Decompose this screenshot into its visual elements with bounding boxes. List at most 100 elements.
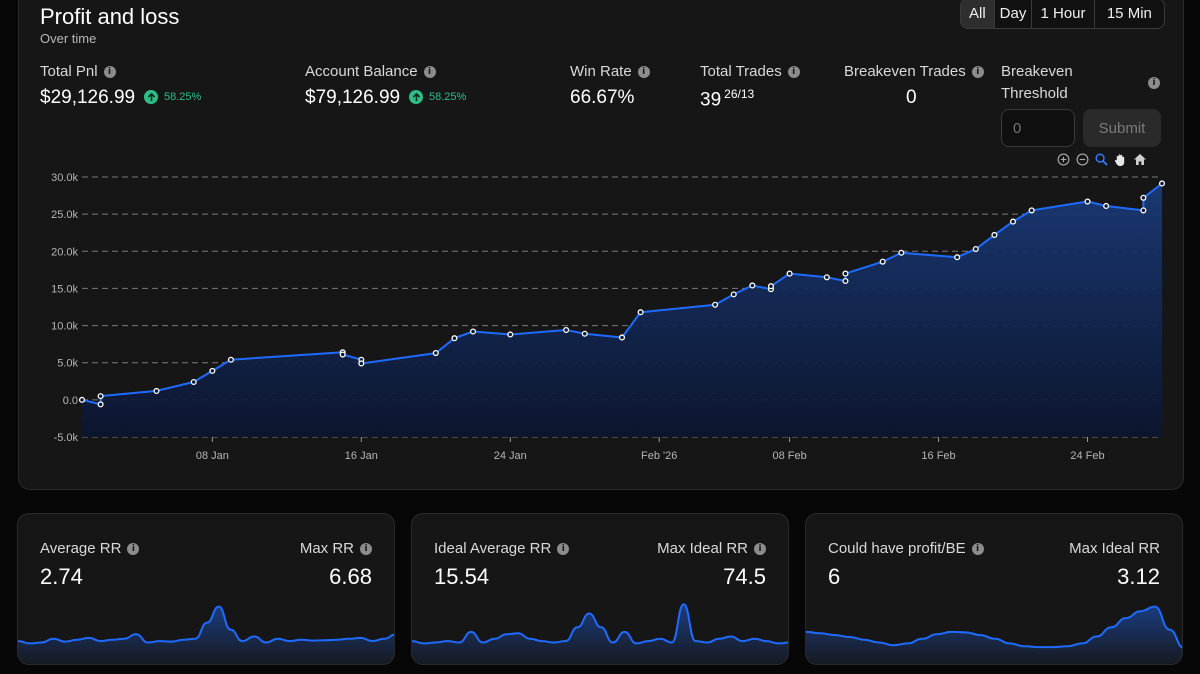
info-icon[interactable]: i <box>637 65 650 78</box>
win-loss-split: 26/13 <box>724 87 755 101</box>
data-point <box>78 396 86 403</box>
data-point <box>749 282 756 289</box>
data-point <box>991 231 998 238</box>
info-icon[interactable]: i <box>103 65 116 78</box>
max-ideal-rr-label: Max Ideal RR <box>657 540 748 557</box>
account-balance-value: $79,126.99 <box>305 87 401 108</box>
data-point <box>209 367 216 374</box>
info-icon[interactable]: i <box>557 542 570 555</box>
breakeven-trades-label: Breakeven Trades i <box>844 63 984 80</box>
x-tick-label: 24 Feb <box>1070 450 1104 462</box>
arrow-up-icon <box>144 90 158 104</box>
account-balance-change-badge: 58.25% <box>409 90 466 104</box>
y-tick-label: 5.0k <box>57 358 78 370</box>
data-point <box>786 270 793 277</box>
tab-1-hour[interactable]: 1 Hour <box>1032 0 1095 28</box>
y-tick-label: -5.0k <box>54 432 79 444</box>
ideal-rr-card: Ideal Average RR i Max Ideal RR i 15.54 74… <box>411 513 789 665</box>
sparkline-line <box>412 603 788 645</box>
data-point <box>432 350 439 357</box>
data-point <box>97 393 104 400</box>
rr-sparkline <box>18 605 394 664</box>
data-point <box>563 326 570 334</box>
info-icon[interactable]: i <box>423 65 436 78</box>
max-ideal-rr-label: Max Ideal RR <box>1069 540 1160 557</box>
win-rate-value: 66.67% <box>570 87 635 108</box>
data-point <box>358 360 365 367</box>
max-rr-value: 6.68 <box>329 564 372 589</box>
info-icon[interactable]: i <box>787 65 800 78</box>
y-tick-label: 25.0k <box>51 209 78 221</box>
info-icon[interactable]: i <box>971 542 984 555</box>
data-point <box>618 334 626 341</box>
could-have-profit-sparkline <box>806 605 1182 664</box>
y-tick-label: 10.0k <box>51 321 78 333</box>
total-trades-value: 39 26/13 <box>700 87 755 111</box>
info-icon[interactable]: i <box>1148 77 1160 89</box>
zoom-out-icon[interactable] <box>1075 152 1090 167</box>
sparkline-fill <box>806 606 1182 664</box>
could-have-profit-value: 6 <box>828 564 841 589</box>
max-rr-label: Max RR <box>299 540 354 557</box>
breakeven-threshold-label: Breakeven Threshold <box>1001 63 1073 102</box>
x-tick-label: 08 Feb <box>772 450 806 462</box>
average-rr-label: Average RR <box>40 540 122 557</box>
ideal-average-rr-value: 15.54 <box>434 564 490 589</box>
total-pnl-change-badge: 58.25% <box>144 90 201 104</box>
x-tick-label: 24 Jan <box>494 450 527 462</box>
info-icon[interactable]: i <box>127 542 140 555</box>
data-point <box>469 328 477 335</box>
data-point <box>767 283 775 290</box>
zoom-select-icon[interactable] <box>1094 152 1109 167</box>
data-point <box>97 401 104 408</box>
info-icon[interactable]: i <box>754 542 766 555</box>
breakeven-threshold-input[interactable] <box>1001 109 1075 147</box>
data-point <box>451 335 458 342</box>
sparkline-line <box>18 605 394 645</box>
data-point <box>1140 194 1147 201</box>
total-pnl-value: $29,126.99 <box>40 87 136 108</box>
zoom-in-icon[interactable] <box>1056 152 1071 167</box>
y-tick-label: 30.0k <box>51 172 78 184</box>
x-tick-label: 16 Jan <box>345 450 378 462</box>
pnl-series-line <box>81 182 1163 406</box>
tab-all[interactable]: All <box>961 0 995 28</box>
data-point <box>879 258 886 265</box>
max-ideal-rr-value: 74.5 <box>723 564 766 589</box>
y-tick-label: 15.0k <box>51 283 78 295</box>
reset-home-icon[interactable] <box>1132 152 1147 167</box>
total-trades-label: Total Trades i <box>700 63 800 80</box>
data-point <box>823 274 830 281</box>
x-tick-label: 08 Jan <box>196 450 229 462</box>
data-point <box>339 351 346 358</box>
could-have-profit-label: Could have profit/BE <box>828 540 966 557</box>
breakeven-trades-value: 0 <box>906 87 917 108</box>
info-icon[interactable]: i <box>971 65 984 78</box>
x-tick-label: Feb '26 <box>641 450 677 462</box>
data-point <box>898 249 905 256</box>
data-point <box>1028 207 1035 214</box>
data-point <box>227 356 235 363</box>
pan-hand-icon[interactable] <box>1113 152 1128 167</box>
tab-day[interactable]: Day <box>995 0 1033 28</box>
data-point <box>190 378 197 386</box>
tab-15-min[interactable]: 15 Min <box>1106 5 1152 22</box>
ideal-rr-sparkline <box>412 603 788 664</box>
data-point <box>1140 207 1147 214</box>
total-pnl-label: Total Pnl i <box>40 63 116 80</box>
x-tick-label: 16 Feb <box>921 450 955 462</box>
data-point <box>1158 180 1165 187</box>
data-point <box>153 387 160 394</box>
pnl-area-chart: 30.0k 25.0k 20.0k 15.0k 10.0k 5.0k 0.0 -5.0k 08 … <box>51 172 1165 462</box>
data-point <box>842 270 849 277</box>
y-tick-label: 0.0 <box>63 395 78 407</box>
data-point <box>637 309 644 316</box>
submit-button[interactable]: Submit <box>1083 109 1161 147</box>
sparkline-fill <box>412 604 788 664</box>
arrow-up-icon <box>409 90 423 104</box>
data-point <box>1084 198 1091 205</box>
data-point <box>730 291 737 298</box>
data-point <box>507 331 514 338</box>
info-icon[interactable]: i <box>360 542 372 555</box>
data-point <box>954 254 961 261</box>
